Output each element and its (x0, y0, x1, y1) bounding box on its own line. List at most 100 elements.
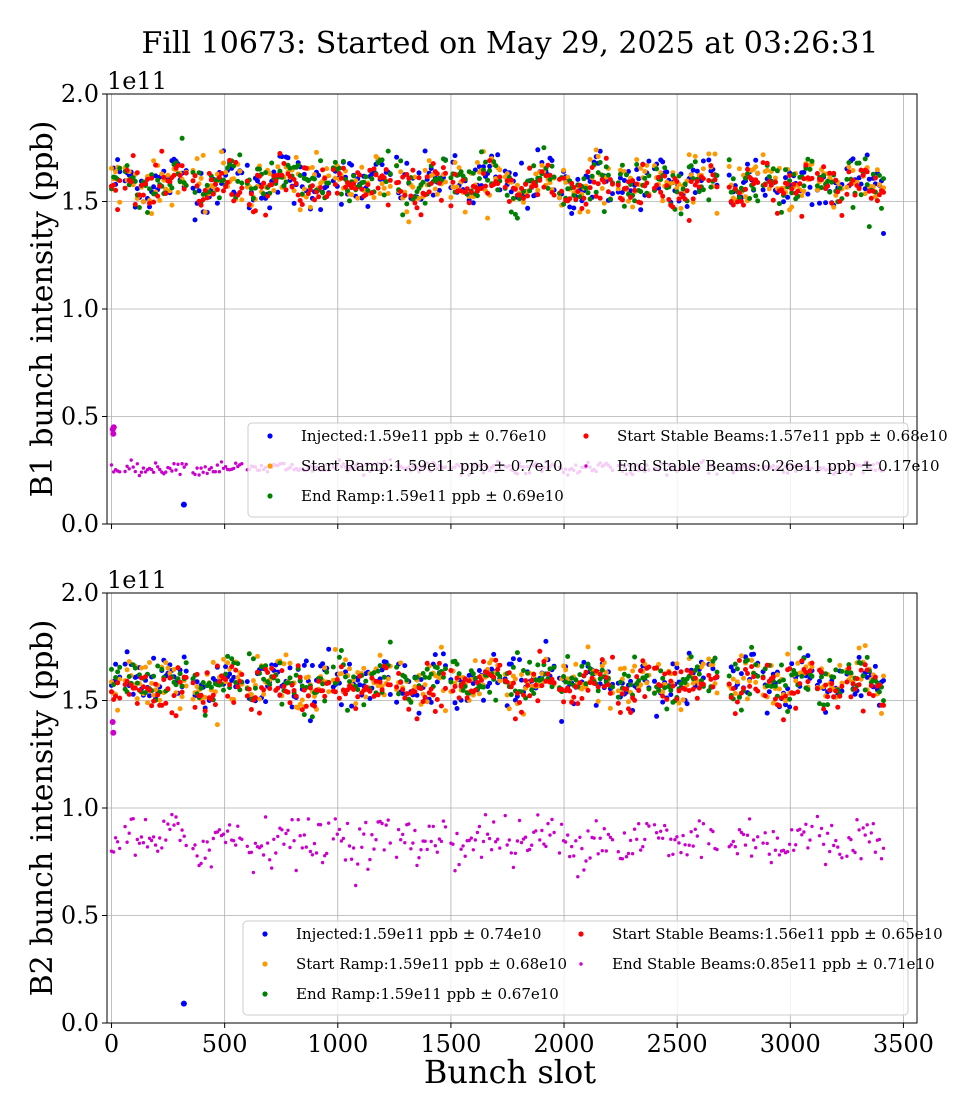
data-point (753, 662, 759, 668)
data-point (551, 664, 557, 670)
data-point (363, 174, 369, 180)
data-point (626, 699, 631, 705)
data-point (291, 177, 297, 182)
data-point (487, 680, 493, 686)
legend-label: Injected:1.59e11 ppb ± 0.76e10 (301, 427, 546, 445)
data-point (669, 837, 673, 841)
data-point (736, 694, 742, 700)
data-point (443, 179, 448, 185)
data-point (700, 158, 706, 164)
data-point (211, 836, 215, 841)
data-point (261, 191, 267, 197)
data-point (182, 465, 186, 469)
data-point (573, 684, 579, 690)
data-point (662, 685, 668, 691)
data-point (287, 700, 293, 706)
data-point (789, 190, 795, 196)
data-point (109, 689, 114, 695)
data-point (741, 685, 746, 691)
data-point (710, 666, 716, 672)
data-point (178, 838, 182, 843)
data-point (202, 209, 208, 215)
data-point (155, 177, 161, 183)
data-point (580, 846, 584, 851)
data-point (714, 669, 720, 675)
data-point (860, 172, 866, 178)
data-point (747, 691, 753, 697)
data-point (433, 844, 437, 848)
data-point (495, 666, 501, 672)
data-point (519, 709, 524, 715)
data-point (151, 692, 157, 698)
data-point (690, 686, 696, 692)
data-point (414, 205, 420, 211)
data-point (136, 687, 142, 693)
data-point (276, 834, 280, 839)
data-point (595, 698, 601, 704)
data-point (410, 167, 416, 173)
data-point (638, 668, 644, 674)
data-point (169, 710, 175, 716)
data-point (303, 703, 309, 709)
data-point (848, 670, 854, 676)
data-point (151, 835, 156, 839)
data-point (817, 701, 822, 707)
data-point (463, 854, 467, 858)
data-point (295, 192, 301, 198)
data-point (658, 683, 664, 689)
data-point (209, 865, 213, 869)
data-point (330, 664, 336, 670)
data-point (454, 661, 460, 667)
data-point (375, 185, 381, 191)
data-point (361, 665, 367, 671)
data-point (876, 689, 882, 695)
data-point (682, 680, 688, 686)
data-point (504, 692, 510, 698)
data-point (617, 679, 623, 685)
data-point (870, 188, 876, 194)
data-point (203, 465, 207, 469)
data-point (845, 854, 849, 858)
data-point (536, 813, 540, 817)
data-point (749, 176, 755, 182)
data-point (866, 176, 872, 182)
data-point (318, 823, 323, 827)
data-point (179, 694, 185, 700)
data-point (749, 664, 755, 670)
data-point (860, 673, 866, 679)
data-point (312, 197, 317, 203)
data-point (571, 193, 577, 198)
data-point (479, 185, 484, 191)
data-point (124, 649, 130, 655)
data-point (381, 674, 387, 680)
data-point (246, 651, 252, 657)
data-point (785, 651, 791, 657)
data-point (677, 841, 681, 845)
data-point (628, 682, 634, 688)
data-point (495, 152, 501, 158)
data-point (337, 827, 342, 832)
data-point (396, 671, 402, 676)
data-point (285, 680, 291, 686)
data-point (489, 657, 495, 663)
data-point (535, 147, 541, 153)
data-point (431, 824, 435, 829)
data-point (424, 699, 430, 705)
data-point (381, 175, 387, 181)
data-point (338, 702, 344, 708)
data-point (492, 820, 496, 824)
data-point (117, 695, 123, 701)
data-point (504, 192, 510, 198)
data-point (751, 181, 757, 187)
y-tick-label: 1.0 (61, 794, 99, 822)
figure-title: Fill 10673: Started on May 29, 2025 at 0… (142, 26, 879, 61)
data-point (166, 822, 170, 826)
data-point (388, 841, 392, 845)
data-point (529, 683, 535, 689)
data-point (149, 211, 155, 217)
data-point (785, 850, 790, 854)
data-point (115, 207, 121, 213)
data-point (831, 674, 837, 680)
data-point (858, 192, 864, 198)
data-point (732, 661, 738, 667)
